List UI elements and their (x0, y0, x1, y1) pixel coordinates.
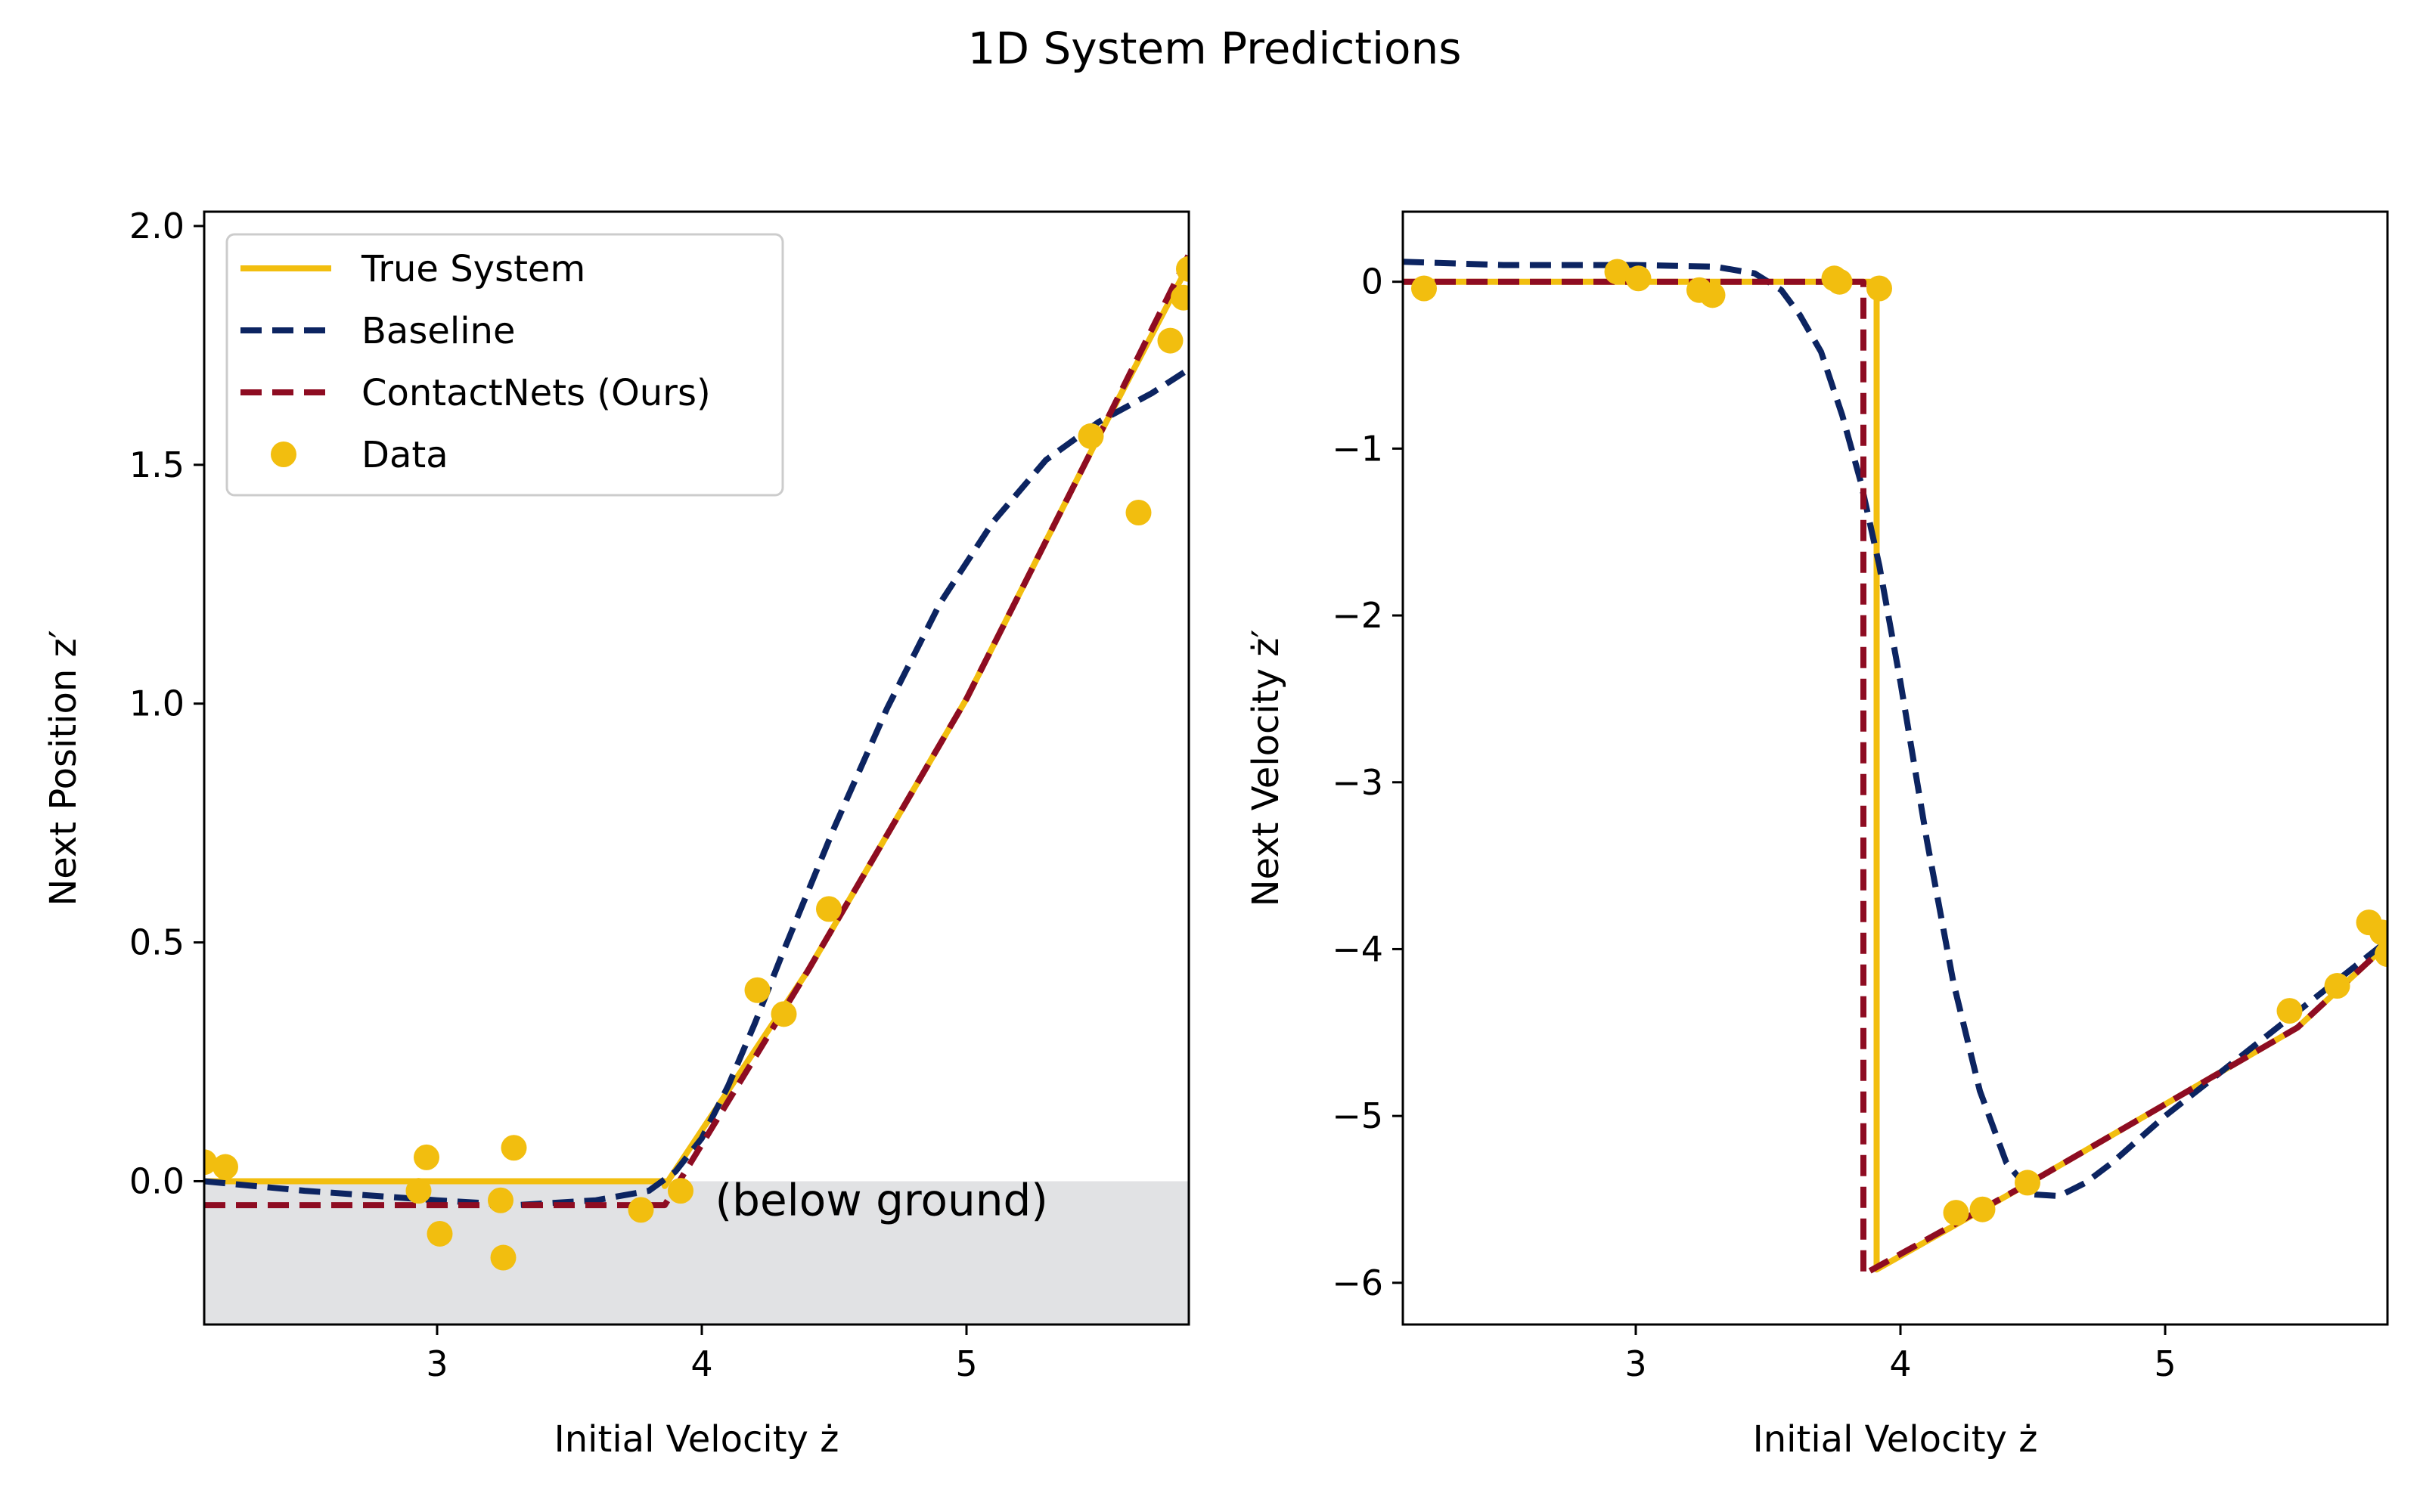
y-tick-label: 1.0 (129, 683, 185, 724)
data-point (2324, 973, 2350, 999)
x-tick-label: 5 (955, 1343, 977, 1384)
data-point (490, 1244, 517, 1271)
data-point (414, 1144, 439, 1170)
y-tick-label: 2.0 (129, 206, 185, 246)
data-point (744, 977, 771, 1003)
axes-frame (203, 210, 1190, 1326)
y-tick-label: −6 (1332, 1263, 1383, 1303)
below-ground-annotation: (below ground) (715, 1175, 1048, 1226)
data-point (1411, 275, 1437, 302)
data-point (1157, 327, 1184, 354)
y-tick-label: −5 (1332, 1095, 1383, 1136)
legend-label: ContactNets (Ours) (361, 372, 711, 414)
data-point (488, 1187, 513, 1213)
contactnets-ours-line (1403, 278, 2387, 1278)
left-plot-position: 3 4 5 0.0 0.5 1.0 1.5 2.0 Initial Velocity ż Next… (42, 206, 1190, 1461)
legend-label: True System (361, 248, 585, 290)
data-point (1171, 284, 1189, 311)
data-point (1826, 268, 1853, 295)
data-point (1699, 282, 1726, 308)
data-point (1943, 1200, 1969, 1226)
x-tick-label: 4 (690, 1343, 712, 1384)
x-tick-label: 3 (1624, 1343, 1646, 1384)
y-axis-label: Next Velocity ż′ (1245, 630, 1287, 907)
data-point (668, 1178, 693, 1204)
data-point (427, 1220, 453, 1247)
right-plot-velocity: 3 4 5 0 −1 −2 −3 −4 −5 −6 Initial Velocity ż Next V… (1245, 210, 2389, 1461)
y-tick-label: 0 (1361, 262, 1383, 302)
y-tick-label: −4 (1332, 928, 1383, 969)
data-point (816, 896, 842, 922)
true-system-line (1403, 278, 2387, 1273)
plot-area (204, 253, 1189, 1271)
data-point (501, 1135, 527, 1161)
legend: True System Baseline ContactNets (Ours) Dat… (225, 233, 784, 497)
plot-area (1403, 259, 2387, 1278)
data-point (1625, 265, 1652, 292)
data-point (1078, 423, 1104, 449)
data-point (2276, 998, 2303, 1024)
legend-box (225, 233, 784, 497)
baseline-line (204, 367, 1189, 1209)
data-point (1604, 259, 1630, 285)
x-tick-label: 4 (1889, 1343, 1911, 1384)
data-point (405, 1178, 432, 1204)
y-tick-label: 0.5 (129, 922, 185, 963)
y-tick-label: −2 (1332, 595, 1383, 636)
contactnets-ours-line (204, 253, 1189, 1209)
y-tick-label: −1 (1332, 428, 1383, 469)
data-point (1176, 256, 1189, 282)
data-point (2375, 941, 2387, 968)
x-tick-label: 3 (426, 1343, 448, 1384)
y-tick-label: 1.5 (129, 445, 185, 485)
data-point (628, 1197, 654, 1223)
baseline-line (1403, 259, 2387, 1200)
y-axis-label: Next Position z′ (42, 630, 85, 906)
legend-marker-data (271, 442, 296, 467)
y-tick-label: 0.0 (129, 1160, 185, 1201)
data-point (213, 1154, 238, 1180)
figure-title: 1D System Predictions (967, 23, 1461, 74)
data-point (1969, 1196, 1996, 1222)
data-point (771, 1001, 797, 1027)
data-point (2015, 1170, 2040, 1196)
legend-label: Data (361, 434, 448, 476)
x-tick-label: 5 (2154, 1343, 2176, 1384)
y-tick-label: −3 (1332, 762, 1383, 803)
data-point (1866, 275, 1892, 302)
legend-label: Baseline (361, 310, 516, 352)
x-axis-label: Initial Velocity ż (1753, 1418, 2038, 1461)
x-axis-label: Initial Velocity ż (554, 1418, 839, 1461)
data-point (1125, 500, 1152, 526)
axes-frame (1401, 210, 2389, 1326)
data-point (2369, 919, 2387, 946)
